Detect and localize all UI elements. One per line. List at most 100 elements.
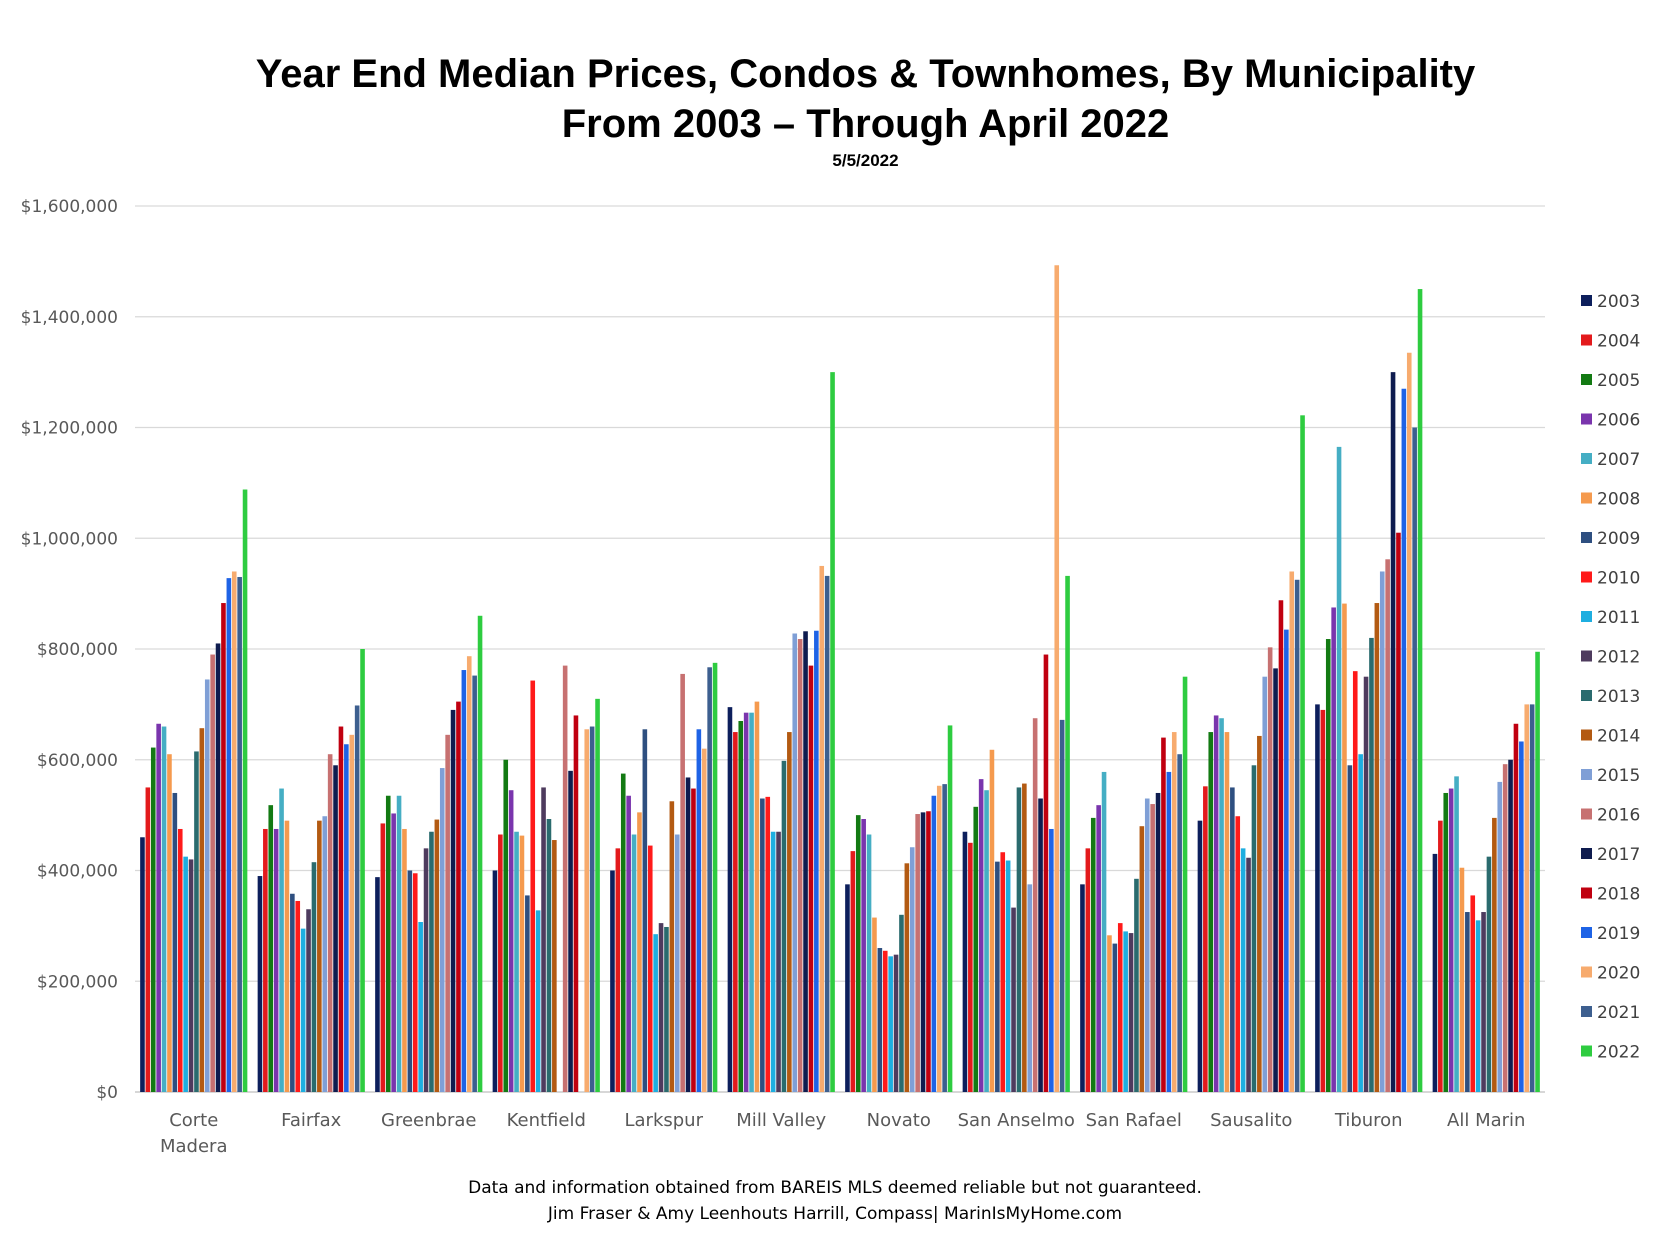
bar-2013 bbox=[194, 751, 199, 1092]
legend-swatch bbox=[1581, 966, 1592, 978]
legend-entry: 2013 bbox=[1597, 687, 1640, 707]
bar-2021 bbox=[354, 705, 360, 1092]
bar-2004 bbox=[733, 732, 738, 1092]
bar-2016 bbox=[1032, 718, 1038, 1092]
bar-2018 bbox=[338, 726, 344, 1092]
bar-2019 bbox=[696, 729, 702, 1092]
bar-2008 bbox=[284, 820, 290, 1092]
bar-2006 bbox=[1448, 788, 1454, 1092]
bar-2007 bbox=[279, 788, 284, 1092]
bar-2005 bbox=[385, 795, 391, 1092]
bar-2011 bbox=[1358, 754, 1363, 1092]
bar-2010 bbox=[177, 828, 183, 1092]
bar-2005 bbox=[620, 773, 626, 1092]
legend-swatch bbox=[1581, 848, 1592, 859]
bar-2017 bbox=[215, 643, 221, 1092]
bar-2018 bbox=[1513, 723, 1519, 1092]
bar-2020 bbox=[936, 785, 942, 1092]
bar-2006 bbox=[1331, 607, 1336, 1092]
y-tick-label: $800,000 bbox=[37, 640, 118, 660]
bar-2010 bbox=[882, 950, 888, 1092]
bar-2004 bbox=[1438, 820, 1443, 1092]
bar-2006 bbox=[156, 723, 161, 1092]
bar-2014 bbox=[1492, 817, 1497, 1092]
bar-2022 bbox=[830, 372, 835, 1093]
x-tick-label: Corte Madera bbox=[160, 1110, 228, 1157]
legend-swatch bbox=[1581, 729, 1592, 741]
bar-2010 bbox=[412, 873, 418, 1092]
bar-2022 bbox=[1182, 676, 1188, 1092]
legend-swatch bbox=[1581, 571, 1592, 583]
bar-2018 bbox=[691, 788, 696, 1092]
bar-2020 bbox=[1171, 732, 1177, 1092]
bar-2009 bbox=[1230, 787, 1235, 1092]
legend-swatch bbox=[1581, 374, 1592, 385]
bar-2012 bbox=[1363, 676, 1369, 1092]
legend-entry: 2008 bbox=[1597, 490, 1640, 510]
bar-2005 bbox=[150, 747, 156, 1092]
bar-2009 bbox=[1347, 765, 1353, 1092]
bar-2021 bbox=[1294, 579, 1300, 1092]
chart-date: 5/5/2022 bbox=[832, 151, 899, 170]
bar-2008 bbox=[1342, 603, 1347, 1092]
bar-2017 bbox=[1155, 792, 1161, 1092]
bar-2015 bbox=[1497, 781, 1503, 1092]
legend-swatch bbox=[1581, 808, 1592, 820]
bar-2017 bbox=[1508, 759, 1513, 1092]
bar-2019 bbox=[1519, 741, 1524, 1092]
bar-2006 bbox=[743, 712, 749, 1092]
bar-2014 bbox=[199, 728, 205, 1092]
bar-2014 bbox=[787, 732, 792, 1092]
bar-2007 bbox=[396, 795, 402, 1092]
bar-2006 bbox=[508, 790, 514, 1092]
bar-2010 bbox=[1000, 852, 1006, 1092]
bar-2011 bbox=[418, 922, 423, 1092]
bar-2004 bbox=[850, 851, 856, 1092]
bar-2018 bbox=[1278, 600, 1284, 1092]
bar-2014 bbox=[904, 863, 910, 1092]
bar-2009 bbox=[407, 870, 413, 1092]
bar-2013 bbox=[1486, 856, 1492, 1092]
chart-title-line-2: From 2003 – Through April 2022 bbox=[561, 102, 1170, 146]
y-tick-label: $400,000 bbox=[37, 862, 118, 882]
bar-2007 bbox=[1454, 776, 1459, 1092]
bar-2003 bbox=[845, 884, 850, 1092]
bar-2015 bbox=[909, 847, 915, 1092]
legend-entry: 2020 bbox=[1597, 964, 1640, 984]
bar-2016 bbox=[1267, 647, 1273, 1092]
bar-2007 bbox=[514, 831, 519, 1092]
bar-2009 bbox=[760, 798, 765, 1092]
bar-2013 bbox=[1134, 878, 1139, 1092]
bar-2021 bbox=[1412, 427, 1417, 1092]
bar-2016 bbox=[1385, 559, 1390, 1092]
bar-2017 bbox=[450, 709, 456, 1092]
bar-2011 bbox=[1475, 920, 1481, 1092]
bar-2010 bbox=[530, 680, 536, 1092]
bar-2014 bbox=[1139, 826, 1145, 1092]
legend-entry: 2022 bbox=[1597, 1043, 1640, 1063]
legend-entry: 2006 bbox=[1597, 411, 1640, 431]
bar-2010 bbox=[647, 845, 653, 1092]
bar-2008 bbox=[402, 828, 407, 1092]
bar-2008 bbox=[637, 812, 642, 1092]
bar-2009 bbox=[995, 861, 1000, 1092]
gridlines bbox=[135, 205, 1545, 1093]
bar-2003 bbox=[1315, 704, 1320, 1093]
bar-2016 bbox=[210, 654, 215, 1092]
bar-2011 bbox=[653, 934, 658, 1092]
bar-2013 bbox=[546, 819, 552, 1092]
bar-2019 bbox=[931, 795, 937, 1092]
legend-entry: 2014 bbox=[1597, 727, 1640, 747]
bar-2010 bbox=[1117, 923, 1123, 1092]
legend-entry: 2017 bbox=[1597, 845, 1640, 865]
bar-2014 bbox=[1257, 735, 1262, 1092]
bar-2021 bbox=[589, 726, 595, 1092]
bar-2022 bbox=[947, 725, 953, 1092]
bar-2004 bbox=[1320, 709, 1326, 1092]
bar-2003 bbox=[1197, 820, 1203, 1092]
bar-2018 bbox=[808, 665, 814, 1092]
bar-2007 bbox=[984, 790, 989, 1092]
footer-credits: Jim Fraser & Amy Leenhouts Harrill, Comp… bbox=[547, 1204, 1123, 1224]
bar-2004 bbox=[498, 834, 503, 1092]
